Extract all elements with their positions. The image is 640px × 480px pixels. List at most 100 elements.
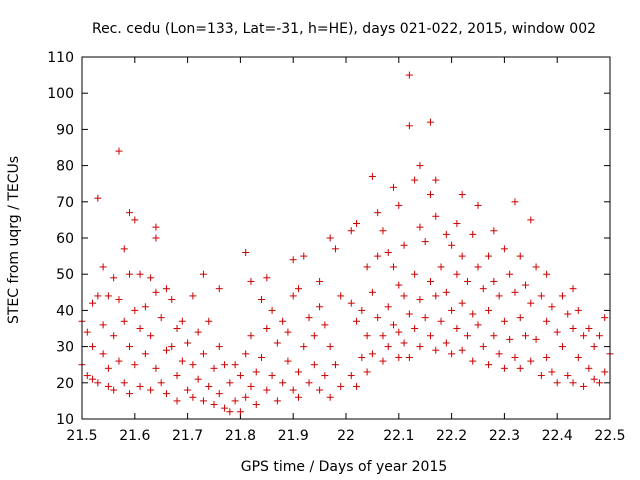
data-point — [506, 270, 514, 278]
data-point — [263, 325, 271, 332]
y-tick-label: 110 — [47, 50, 74, 66]
data-point — [162, 346, 170, 354]
data-point — [252, 401, 260, 409]
data-point — [532, 263, 540, 271]
data-point — [522, 332, 530, 340]
data-point — [347, 299, 355, 307]
data-point — [184, 339, 192, 347]
data-point — [522, 281, 530, 289]
data-point — [347, 372, 355, 380]
data-point — [189, 292, 197, 300]
data-point — [490, 227, 498, 235]
data-point — [242, 248, 250, 256]
data-point — [326, 393, 334, 401]
data-point — [442, 230, 450, 238]
y-tick-label: 100 — [47, 86, 74, 102]
data-point — [321, 372, 329, 380]
data-point — [210, 364, 218, 372]
data-points — [78, 71, 614, 416]
data-point — [569, 325, 577, 332]
data-point — [162, 285, 170, 293]
data-point — [564, 310, 572, 318]
data-point — [120, 317, 128, 325]
data-point — [448, 241, 456, 249]
data-point — [374, 252, 382, 260]
data-point — [527, 299, 535, 307]
x-tick-label: 21.8 — [225, 428, 256, 444]
x-tick-label: 22 — [337, 428, 355, 444]
data-point — [442, 339, 450, 347]
data-point — [384, 303, 392, 311]
data-point — [136, 270, 144, 278]
data-point — [279, 379, 287, 387]
data-point — [215, 343, 223, 351]
data-point — [595, 379, 603, 387]
x-tick-label: 22.5 — [594, 428, 625, 444]
data-point — [485, 306, 493, 314]
data-point — [474, 263, 482, 271]
data-point — [516, 364, 524, 372]
data-point — [405, 71, 413, 79]
axis-ticks: 21.5 21.6 21.7 21.8 21.9 22 22.1 22.2 22.3 22.4 22… — [47, 50, 625, 444]
plot-frame — [81, 56, 611, 420]
data-point — [316, 303, 324, 311]
data-point — [236, 372, 244, 380]
data-point — [405, 353, 413, 361]
data-point — [453, 220, 461, 228]
data-point — [126, 209, 134, 217]
data-point — [485, 252, 493, 260]
data-point — [247, 277, 255, 285]
data-point — [199, 270, 207, 278]
data-point — [363, 368, 371, 376]
data-point — [421, 314, 429, 322]
data-point — [437, 263, 445, 271]
data-point — [337, 382, 345, 390]
data-point — [173, 372, 181, 380]
data-point — [83, 372, 91, 380]
data-point — [416, 162, 424, 170]
data-point — [231, 361, 239, 369]
data-point — [152, 364, 160, 372]
data-point — [416, 343, 424, 351]
y-tick-label: 90 — [56, 122, 74, 138]
data-point — [104, 364, 112, 372]
y-tick-label: 50 — [56, 267, 74, 283]
data-point — [173, 325, 181, 332]
data-point — [326, 234, 334, 242]
data-point — [416, 296, 424, 304]
data-point — [289, 256, 297, 264]
data-point — [94, 194, 102, 202]
data-point — [147, 386, 155, 394]
x-tick-label: 21.7 — [172, 428, 203, 444]
data-point — [157, 314, 165, 322]
data-point — [585, 325, 593, 332]
data-point — [189, 361, 197, 369]
data-point — [500, 317, 508, 325]
data-point — [316, 386, 324, 394]
data-point — [442, 288, 450, 296]
data-point — [131, 216, 139, 224]
x-axis-title: GPS time / Days of year 2015 — [241, 459, 448, 475]
data-point — [289, 292, 297, 300]
data-point — [363, 263, 371, 271]
data-point — [205, 317, 213, 325]
data-point — [268, 306, 276, 314]
data-point — [226, 408, 234, 416]
data-point — [358, 353, 366, 361]
data-point — [363, 332, 371, 340]
data-point — [294, 368, 302, 376]
data-point — [411, 176, 419, 184]
data-point — [506, 335, 514, 343]
data-point — [152, 234, 160, 242]
data-point — [131, 361, 139, 369]
data-point — [152, 223, 160, 231]
data-point — [321, 321, 329, 329]
data-point — [527, 357, 535, 365]
chart-title: Rec. cedu (Lon=133, Lat=-31, h=HE), days… — [92, 21, 596, 37]
data-point — [194, 328, 202, 336]
data-point — [585, 364, 593, 372]
data-point — [432, 212, 440, 220]
data-point — [126, 390, 134, 398]
data-point — [553, 328, 561, 336]
data-point — [453, 325, 461, 332]
